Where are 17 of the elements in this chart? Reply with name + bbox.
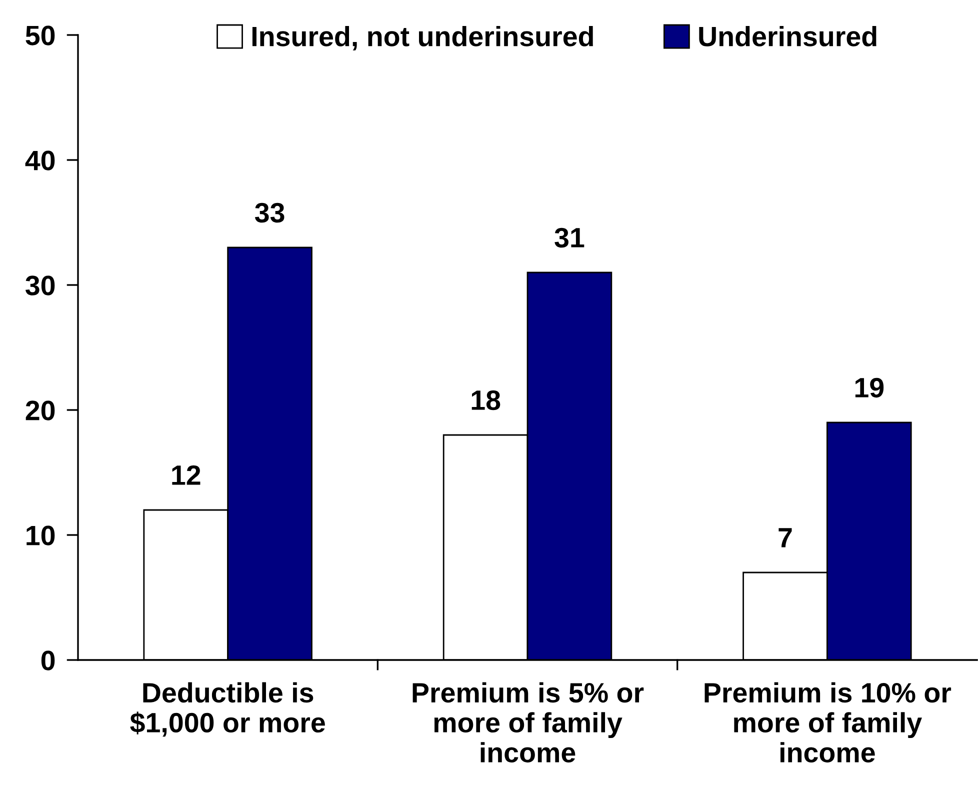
y-tick-label: 30 bbox=[26, 276, 55, 296]
x-tick-label: Premium is 10% or more of family income bbox=[704, 682, 952, 762]
y-tick-label: 40 bbox=[25, 150, 55, 170]
legend-label: Underinsured bbox=[699, 26, 876, 46]
data-label: 19 bbox=[855, 378, 884, 398]
y-tick-label: 10 bbox=[26, 526, 55, 546]
x-tick-label: Premium is 5% or more of family income bbox=[412, 682, 644, 762]
legend-label: Insured, not underinsured bbox=[252, 26, 593, 50]
y-tick-label: 50 bbox=[26, 26, 55, 46]
y-tick-label: 0 bbox=[41, 650, 55, 670]
y-tick-label: 20 bbox=[26, 400, 55, 420]
data-label: 12 bbox=[172, 465, 200, 485]
x-tick-label: Deductible is $1,000 or more bbox=[130, 682, 325, 737]
data-label: 7 bbox=[778, 528, 792, 548]
data-label: 18 bbox=[472, 390, 500, 410]
data-label: 33 bbox=[254, 202, 284, 223]
data-label: 31 bbox=[554, 228, 584, 248]
